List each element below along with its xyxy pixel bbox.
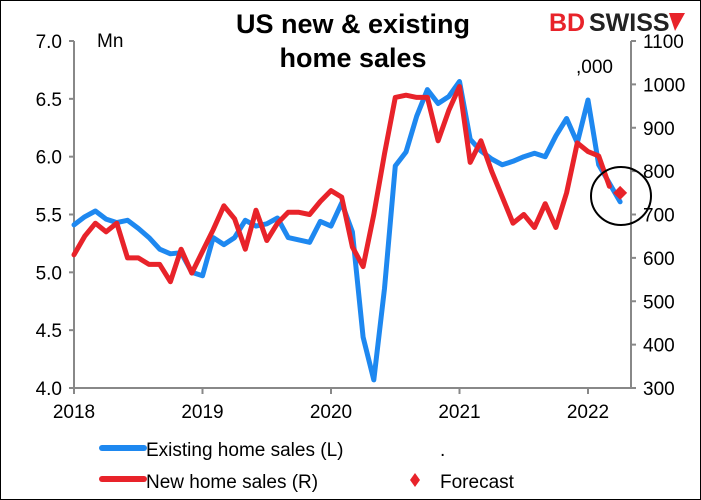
- chart-title-line-1: US new & existing: [236, 9, 470, 39]
- forecast-marker: [613, 185, 628, 200]
- right-tick-label: 700: [643, 206, 675, 227]
- left-unit-label: Mn: [97, 31, 123, 52]
- right-unit-label: ,000: [576, 57, 613, 78]
- legend-swatch-forecast: [410, 473, 420, 487]
- legend-label-existing: Existing home sales (L): [146, 440, 343, 461]
- x-tick-label: 2018: [53, 402, 95, 423]
- left-tick-label: 7.0: [36, 32, 62, 53]
- right-tick-label: 600: [643, 249, 675, 270]
- left-tick-label: 5.5: [36, 206, 62, 227]
- right-tick-label: 800: [643, 162, 675, 183]
- left-tick-label: 6.5: [36, 90, 62, 111]
- x-tick-label: 2022: [567, 402, 609, 423]
- new-home-sales-line: [71, 84, 612, 285]
- x-tick-label: 2019: [181, 402, 223, 423]
- right-tick-label: 900: [643, 119, 675, 140]
- right-tick-label: 1000: [643, 75, 685, 96]
- x-tick-label: 2020: [310, 402, 352, 423]
- left-tick-label: 4.0: [36, 379, 62, 400]
- logo-text-dark: SWISS: [589, 9, 670, 37]
- left-tick-label: 4.5: [36, 321, 62, 342]
- legend-extra-dot: .: [440, 440, 445, 461]
- highlight-circle: [590, 166, 652, 226]
- bdswiss-logo: BD SWISS: [549, 9, 685, 37]
- right-tick-label: 500: [643, 292, 675, 313]
- legend-label-new: New home sales (R): [146, 472, 318, 493]
- logo-mark-icon: [669, 13, 685, 31]
- left-tick-label: 6.0: [36, 148, 62, 169]
- logo-text-red: BD: [549, 9, 585, 37]
- right-tick-label: 1100: [643, 32, 684, 53]
- right-tick-label: 300: [643, 379, 675, 400]
- chart-title-line-2: home sales: [279, 43, 426, 73]
- right-tick-label: 400: [643, 336, 675, 357]
- legend-label-forecast: Forecast: [440, 472, 515, 493]
- legend: Existing home sales (L) . New home sales…: [99, 440, 515, 493]
- x-tick-label: 2021: [438, 402, 480, 423]
- left-tick-label: 5.0: [36, 263, 62, 284]
